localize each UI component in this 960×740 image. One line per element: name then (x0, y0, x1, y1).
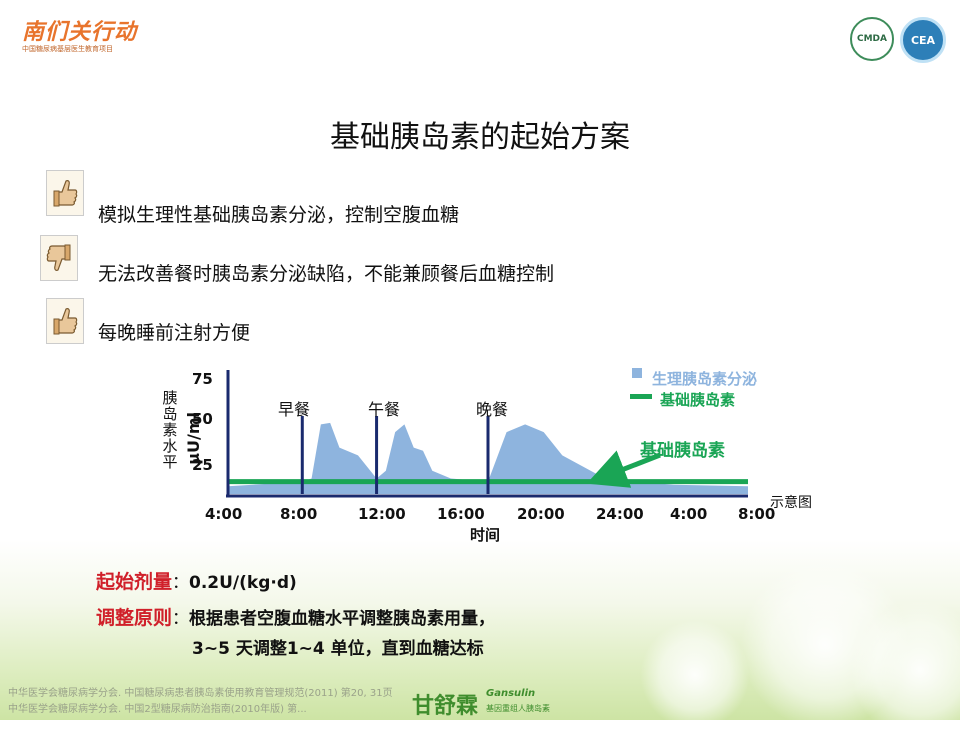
adjust-rule-line1: 根据患者空腹血糖水平调整胰岛素用量， (189, 609, 496, 629)
y-tick-label: 25 (192, 456, 213, 474)
y-tick-label: 75 (192, 370, 213, 388)
x-tick-label: 16:00 (437, 505, 485, 523)
brand-subtitle: 中国糖尿病基层医生教育项目 (22, 45, 113, 53)
reference-line: 中华医学会糖尿病学分会. 中国2型糖尿病防治指南(2010年版) 第... (8, 704, 307, 715)
dandelion-decoration (640, 620, 750, 730)
footer-brand-sub: 基因重组人胰岛素 (486, 704, 550, 713)
bullet-text: 无法改善餐时胰岛素分泌缺陷，不能兼顾餐后血糖控制 (98, 263, 555, 285)
x-tick-label: 24:00 (596, 505, 644, 523)
legend-swatch-physiological (632, 368, 642, 378)
footer-brand-en: Gansulin (486, 688, 536, 699)
adjust-rule-label: 调整原则 (96, 607, 173, 629)
chart-annotation: 基础胰岛素 (640, 441, 725, 461)
brand-name: 南们关行动 (22, 19, 138, 45)
bullet-text: 模拟生理性基础胰岛素分泌，控制空腹血糖 (98, 204, 460, 226)
x-axis-title: 时间 (470, 526, 501, 544)
legend-label-basal: 基础胰岛素 (660, 391, 736, 409)
adjust-rule: 调整原则：根据患者空腹血糖水平调整胰岛素用量， (96, 603, 495, 630)
meal-label-breakfast: 早餐 (278, 400, 311, 419)
adjust-rule-colon: ： (172, 609, 190, 629)
start-dose: 起始剂量：0.2U/(kg·d) (96, 567, 297, 594)
thumbs-down-icon (40, 235, 78, 281)
brand-logo: 南们关行动 中国糖尿病基层医生教育项目 (22, 14, 142, 58)
y-tick-label: 50 (192, 410, 213, 428)
footer-brand-name: 甘舒霖 (412, 694, 479, 719)
reference-line: 中华医学会糖尿病学分会. 中国糖尿病患者胰岛素使用教育管理规范(2011) 第2… (8, 688, 393, 699)
meal-label-lunch: 午餐 (368, 400, 401, 419)
chart-note: 示意图 (770, 495, 812, 511)
x-tick-label: 4:00 (205, 505, 243, 523)
x-tick-label: 8:00 (738, 505, 776, 523)
start-dose-label: 起始剂量 (96, 571, 173, 593)
thumbs-up-icon (46, 170, 84, 216)
thumbs-up-icon (46, 298, 84, 344)
x-tick-label: 4:00 (670, 505, 708, 523)
legend-swatch-basal (630, 394, 652, 399)
meal-label-dinner: 晚餐 (476, 400, 509, 419)
bullet-text: 每晚睡前注射方便 (98, 322, 251, 344)
dandelion-decoration (850, 600, 960, 740)
legend-label-physiological: 生理胰岛素分泌 (652, 370, 758, 388)
y-axis-title: 胰岛素水平 (162, 389, 178, 471)
x-tick-label: 12:00 (358, 505, 406, 523)
x-tick-label: 20:00 (517, 505, 565, 523)
start-dose-colon: ： (172, 573, 190, 593)
cmda-logo: CMDA (850, 17, 894, 61)
slide-title: 基础胰岛素的起始方案 (330, 120, 630, 155)
x-tick-label: 8:00 (280, 505, 318, 523)
start-dose-value: 0.2U/(kg·d) (189, 573, 297, 593)
adjust-rule-line2: 3~5 天调整1~4 单位，直到血糖达标 (192, 639, 484, 659)
cea-logo: CEA (900, 17, 946, 63)
